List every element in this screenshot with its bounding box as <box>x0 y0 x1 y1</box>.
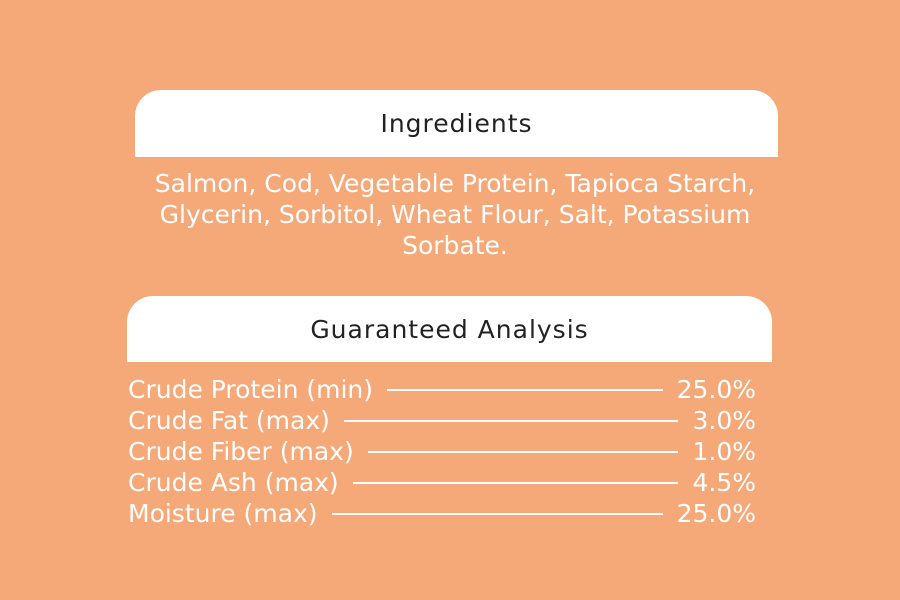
analysis-title: Guaranteed Analysis <box>310 314 589 344</box>
leader-line <box>352 481 679 484</box>
analysis-header: Guaranteed Analysis <box>127 296 772 362</box>
nutrient-label: Crude Fat (max) <box>128 406 330 435</box>
leader-line <box>367 450 679 453</box>
ingredients-text: Salmon, Cod, Vegetable Protein, Tapioca … <box>120 168 790 261</box>
ingredients-header: Ingredients <box>135 90 778 157</box>
analysis-row: Crude Protein (min) 25.0% <box>128 374 756 405</box>
leader-line <box>331 512 663 515</box>
ingredient-line: Salmon, Cod, Vegetable Protein, Tapioca … <box>154 169 756 198</box>
analysis-row: Crude Fat (max) 3.0% <box>128 405 756 436</box>
analysis-table: Crude Protein (min) 25.0% Crude Fat (max) 3… <box>128 374 756 529</box>
analysis-row: Crude Fiber (max) 1.0% <box>128 436 756 467</box>
ingredient-line: Glycerin, Sorbitol, Wheat Flour, Salt, P… <box>159 200 751 229</box>
nutrient-label: Moisture (max) <box>128 499 318 528</box>
nutrient-value: 1.0% <box>692 437 756 466</box>
nutrient-label: Crude Fiber (max) <box>128 437 354 466</box>
leader-line <box>343 419 679 422</box>
ingredients-title: Ingredients <box>380 109 533 138</box>
nutrient-value: 3.0% <box>692 406 756 435</box>
analysis-row: Moisture (max) 25.0% <box>128 498 756 529</box>
nutrient-value: 25.0% <box>676 499 756 528</box>
ingredient-line: Sorbate. <box>402 231 508 260</box>
nutrient-value: 25.0% <box>676 375 756 404</box>
nutrient-value: 4.5% <box>692 468 756 497</box>
nutrient-label: Crude Protein (min) <box>128 375 374 404</box>
leader-line <box>387 388 663 391</box>
nutrient-label: Crude Ash (max) <box>128 468 339 497</box>
analysis-row: Crude Ash (max) 4.5% <box>128 467 756 498</box>
